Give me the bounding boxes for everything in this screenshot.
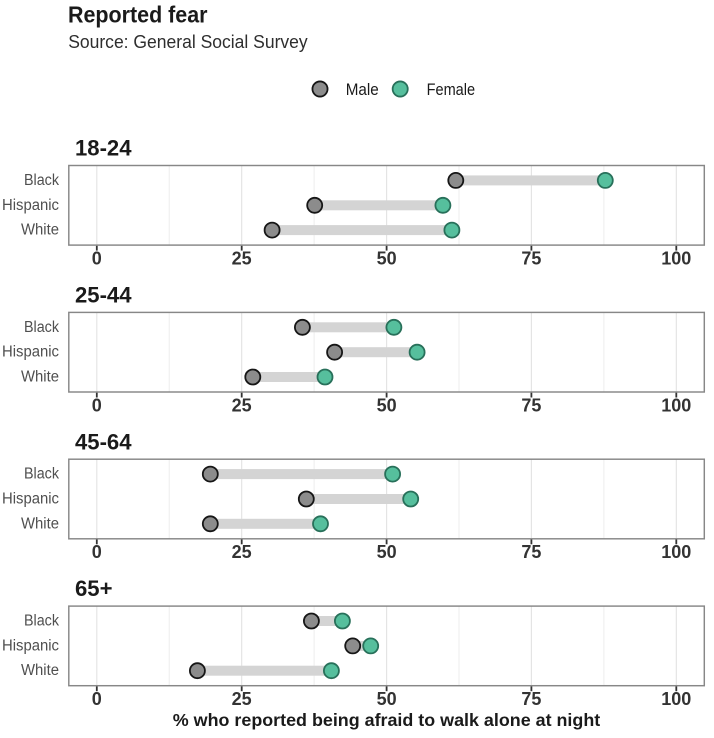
svg-text:75: 75	[521, 249, 541, 269]
svg-text:75: 75	[521, 542, 541, 562]
svg-text:100: 100	[661, 395, 691, 415]
svg-text:Hispanic: Hispanic	[2, 197, 59, 214]
svg-text:White: White	[21, 662, 59, 679]
svg-text:White: White	[21, 515, 59, 532]
svg-text:White: White	[21, 222, 59, 239]
svg-text:50: 50	[377, 249, 397, 269]
svg-text:Black: Black	[24, 172, 59, 189]
svg-text:25: 25	[232, 395, 252, 415]
svg-text:% who reported being afraid to: % who reported being afraid to walk alon…	[173, 710, 600, 730]
svg-text:75: 75	[521, 689, 541, 709]
svg-text:100: 100	[661, 542, 691, 562]
svg-text:Black: Black	[24, 319, 59, 336]
svg-text:45-64: 45-64	[75, 429, 132, 454]
svg-text:Hispanic: Hispanic	[2, 344, 59, 361]
svg-text:Male: Male	[346, 80, 379, 99]
svg-text:75: 75	[521, 395, 541, 415]
svg-text:0: 0	[92, 542, 102, 562]
svg-text:Hispanic: Hispanic	[2, 491, 59, 508]
svg-text:50: 50	[377, 542, 397, 562]
svg-text:25: 25	[232, 249, 252, 269]
svg-text:Black: Black	[24, 613, 59, 630]
svg-text:18-24: 18-24	[75, 136, 132, 161]
svg-text:Black: Black	[24, 466, 59, 483]
svg-text:White: White	[21, 369, 59, 386]
svg-text:50: 50	[377, 689, 397, 709]
svg-text:25: 25	[232, 689, 252, 709]
svg-text:0: 0	[92, 689, 102, 709]
svg-text:25: 25	[232, 542, 252, 562]
svg-text:100: 100	[661, 689, 691, 709]
svg-text:0: 0	[92, 249, 102, 269]
svg-text:25-44: 25-44	[75, 283, 132, 308]
svg-text:65+: 65+	[75, 576, 112, 601]
svg-text:Reported fear: Reported fear	[68, 1, 208, 27]
svg-text:Source: General Social Survey: Source: General Social Survey	[68, 31, 308, 52]
svg-text:100: 100	[661, 249, 691, 269]
svg-text:50: 50	[377, 395, 397, 415]
svg-text:Female: Female	[427, 80, 476, 99]
svg-text:Hispanic: Hispanic	[2, 637, 59, 654]
svg-text:0: 0	[92, 395, 102, 415]
